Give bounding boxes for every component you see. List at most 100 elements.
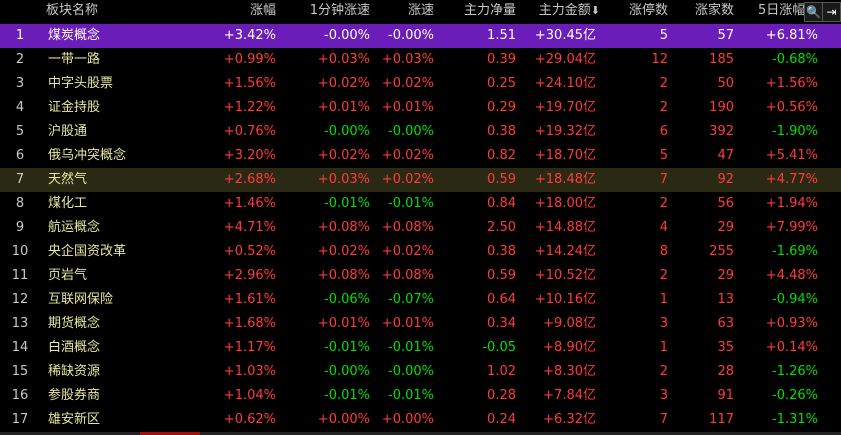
cell-limit-up: 2 <box>659 76 668 91</box>
cell-main-amount: +18.70亿 <box>534 148 596 163</box>
cell-main-net: 0.28 <box>487 388 516 403</box>
cell-main-amount: +6.32亿 <box>543 412 596 427</box>
table-row[interactable]: 3 中字头股票 +1.56% +0.02% +0.02% 0.25 +24.10亿 2 50 +1… <box>0 72 841 96</box>
sector-name: 央企国资改革 <box>48 244 127 259</box>
col-header-change[interactable]: 涨幅 <box>249 3 276 18</box>
cell-change-5d: -0.94% <box>772 292 818 307</box>
cell-speed: -0.00% <box>388 28 434 43</box>
cell-change-1min: +0.01% <box>317 100 370 115</box>
cell-main-amount: +24.10亿 <box>534 76 596 91</box>
sector-name: 俄乌冲突概念 <box>48 148 127 163</box>
sector-name: 白酒概念 <box>48 340 101 355</box>
cell-limit-up: 8 <box>659 244 668 259</box>
table-row[interactable]: 14 白酒概念 +1.17% -0.01% -0.01% -0.05 +8.90亿 1 35 +0… <box>0 336 841 360</box>
cell-limit-up: 5 <box>659 148 668 163</box>
row-index: 6 <box>15 148 25 163</box>
cell-main-amount: +30.45亿 <box>534 28 596 43</box>
row-index: 9 <box>15 220 25 235</box>
sector-name: 一带一路 <box>48 52 101 67</box>
table-row[interactable]: 11 页岩气 +2.96% +0.08% +0.08% 0.59 +10.52亿 2 29 +4.… <box>0 264 841 288</box>
sector-name: 证金持股 <box>48 100 101 115</box>
table-row[interactable]: 1 煤炭概念 +3.42% -0.00% -0.00% 1.51 +30.45亿 5 57 +6.… <box>0 24 841 48</box>
cell-change: +2.96% <box>223 268 276 283</box>
cell-change-1min: +0.01% <box>317 316 370 331</box>
cell-change-5d: +4.48% <box>765 268 818 283</box>
table-row[interactable]: 5 沪股通 +0.76% -0.00% -0.00% 0.38 +19.32亿 6 392 -1.… <box>0 120 841 144</box>
cell-main-amount: +9.08亿 <box>543 316 596 331</box>
sector-name: 煤化工 <box>48 196 88 211</box>
cell-change-5d: +1.56% <box>765 76 818 91</box>
table-row[interactable]: 10 央企国资改革 +0.52% +0.02% +0.02% 0.38 +14.24亿 8 25… <box>0 240 841 264</box>
row-index: 17 <box>11 412 29 427</box>
table-row[interactable]: 16 参股券商 +1.04% -0.01% -0.01% 0.28 +7.84亿 3 91 -0.… <box>0 384 841 408</box>
cell-change: +1.17% <box>223 340 276 355</box>
row-index: 2 <box>15 52 25 67</box>
col-header-main-amount[interactable]: 主力金额⬇ <box>516 0 600 24</box>
cell-change-1min: -0.00% <box>324 28 370 43</box>
cell-change-5d: +0.56% <box>765 100 818 115</box>
cell-speed: +0.00% <box>381 412 434 427</box>
table-row[interactable]: 15 稀缺资源 +1.03% -0.00% -0.00% 1.02 +8.30亿 2 28 -1.… <box>0 360 841 384</box>
cell-change-5d: +4.77% <box>765 172 818 187</box>
sector-name: 参股券商 <box>48 388 101 403</box>
col-header-change-5d[interactable]: 5日涨幅 <box>758 3 806 18</box>
cell-change-1min: +0.02% <box>317 76 370 91</box>
cell-main-net: 0.38 <box>487 244 516 259</box>
row-index: 15 <box>11 364 29 379</box>
cell-main-amount: +8.90亿 <box>543 340 596 355</box>
main-amount-label: 主力金额 <box>538 3 591 18</box>
cell-change-5d: -1.69% <box>772 244 818 259</box>
cell-main-amount: +18.00亿 <box>534 196 596 211</box>
table-row[interactable]: 7 天然气 +2.68% +0.03% +0.02% 0.59 +18.48亿 7 92 +4.7… <box>0 168 841 192</box>
cell-main-amount: +19.32亿 <box>534 124 596 139</box>
cell-limit-up: 4 <box>659 220 668 235</box>
table-row[interactable]: 6 俄乌冲突概念 +3.20% +0.02% +0.02% 0.82 +18.70亿 5 47 +… <box>0 144 841 168</box>
cell-speed: +0.08% <box>381 220 434 235</box>
cell-main-net: 0.84 <box>487 196 516 211</box>
search-icon[interactable]: 🔍 <box>804 2 823 22</box>
table-row[interactable]: 13 期货概念 +1.68% +0.01% +0.01% 0.34 +9.08亿 3 63 +0.… <box>0 312 841 336</box>
sector-name: 稀缺资源 <box>48 364 101 379</box>
col-header-limit-up[interactable]: 涨停数 <box>628 3 668 18</box>
cell-change-1min: -0.06% <box>324 292 370 307</box>
nav-next-icon[interactable]: ⇥ <box>822 2 841 22</box>
cell-change-1min: -0.01% <box>324 340 370 355</box>
table-row[interactable]: 2 一带一路 +0.99% +0.03% +0.03% 0.39 +29.04亿 12 185 -… <box>0 48 841 72</box>
col-header-speed[interactable]: 涨速 <box>407 3 434 18</box>
cell-speed: -0.00% <box>388 364 434 379</box>
cell-change: +1.56% <box>223 76 276 91</box>
cell-change: +3.20% <box>223 148 276 163</box>
col-header-main-net[interactable]: 主力净量 <box>463 3 516 18</box>
cell-limit-up: 7 <box>659 412 668 427</box>
cell-limit-up: 1 <box>659 340 668 355</box>
cell-limit-up: 3 <box>659 388 668 403</box>
table-row[interactable]: 8 煤化工 +1.46% -0.01% -0.01% 0.84 +18.00亿 2 56 +1.9… <box>0 192 841 216</box>
cell-change: +3.42% <box>223 28 276 43</box>
cell-main-amount: +29.04亿 <box>534 52 596 67</box>
cell-main-amount: +10.52亿 <box>534 268 596 283</box>
row-index: 3 <box>15 76 25 91</box>
table-row[interactable]: 9 航运概念 +4.71% +0.08% +0.08% 2.50 +14.88亿 4 29 +7.… <box>0 216 841 240</box>
cell-main-amount: +19.70亿 <box>534 100 596 115</box>
col-header-change-1min[interactable]: 1分钟涨速 <box>309 3 370 18</box>
cell-rise-count: 13 <box>717 292 734 307</box>
table-row[interactable]: 17 雄安新区 +0.62% +0.00% +0.00% 0.24 +6.32亿 7 117 -1… <box>0 408 841 432</box>
cell-change-5d: -0.26% <box>772 388 818 403</box>
row-index: 11 <box>11 268 29 283</box>
cell-rise-count: 91 <box>717 388 734 403</box>
cell-change-1min: +0.02% <box>317 244 370 259</box>
table-row[interactable]: 4 证金持股 +1.22% +0.01% +0.01% 0.29 +19.70亿 2 190 +0… <box>0 96 841 120</box>
col-header-name[interactable]: 板块名称 <box>46 3 99 18</box>
row-index: 1 <box>15 28 25 43</box>
table-row[interactable]: 12 互联网保险 +1.61% -0.06% -0.07% 0.64 +10.16亿 1 13 -… <box>0 288 841 312</box>
sector-name: 煤炭概念 <box>48 28 101 43</box>
cell-speed: +0.01% <box>381 100 434 115</box>
cell-limit-up: 5 <box>659 28 668 43</box>
cell-change-5d: -1.90% <box>772 124 818 139</box>
cell-change-5d: -0.68% <box>772 52 818 67</box>
cell-change-5d: +5.41% <box>765 148 818 163</box>
col-header-rise-count[interactable]: 涨家数 <box>694 3 734 18</box>
bottom-scrollbar[interactable] <box>0 432 841 435</box>
cell-change: +0.62% <box>223 412 276 427</box>
cell-change-5d: +0.93% <box>765 316 818 331</box>
